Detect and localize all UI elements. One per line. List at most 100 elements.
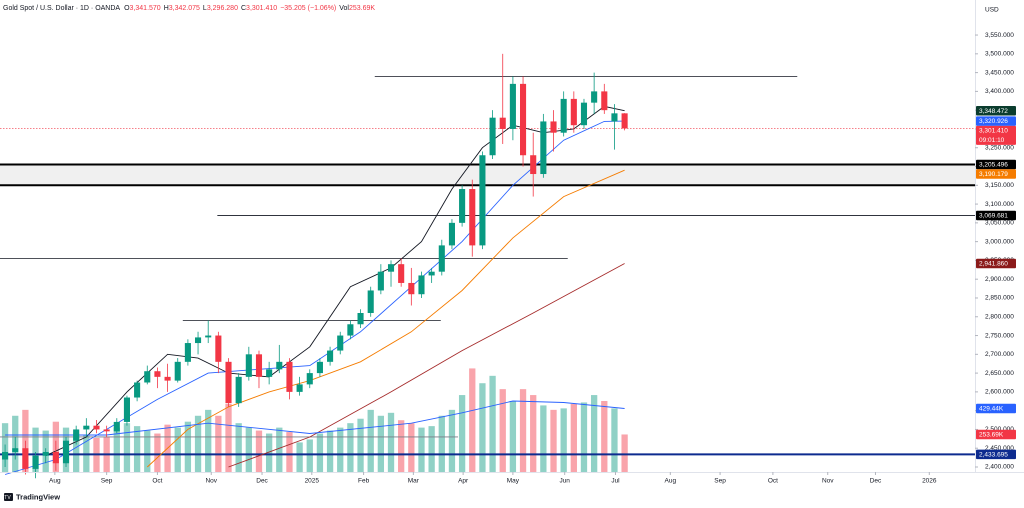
plot-area (0, 53, 975, 479)
ohlc-value: 3,342.075 (169, 5, 200, 12)
candle-body (560, 98, 567, 133)
volume-bar (590, 395, 598, 472)
candle-body (103, 429, 110, 432)
volume-bar (377, 415, 385, 472)
candle-body (83, 425, 90, 430)
x-tick-label: Nov (205, 478, 217, 485)
candle-body (245, 354, 252, 377)
candle-body (266, 369, 273, 377)
volume-bar (408, 423, 415, 472)
candle-body (154, 371, 161, 377)
volume-bar (621, 434, 628, 472)
volume-bar (215, 415, 222, 472)
candle-body (357, 313, 364, 325)
volume-bar (469, 368, 476, 472)
candle-body (164, 376, 171, 381)
volume-bar (530, 395, 537, 472)
candle-body (347, 324, 354, 336)
candle-body (286, 361, 293, 392)
y-tick-label: 2,850.000 (985, 295, 1014, 302)
y-tick-label: 3,000.000 (985, 238, 1014, 245)
price-tag-label: 253.69K (979, 431, 1004, 438)
y-tick-label: 2,600.000 (985, 389, 1014, 396)
candle-body (215, 335, 222, 362)
candle-body (591, 91, 598, 103)
candle-body (12, 448, 19, 452)
candle-body (550, 121, 557, 133)
price-tag-label: 3,205.496 (979, 161, 1008, 168)
ohlc-key: H (164, 5, 169, 12)
x-tick-label: Aug (49, 478, 61, 485)
price-tag (976, 116, 1016, 126)
candle-body (387, 264, 395, 272)
volume-bar (32, 427, 39, 472)
candle-body (418, 275, 425, 295)
volume-bar (306, 439, 313, 472)
x-tick-label: Dec (256, 478, 268, 485)
candle-body (337, 335, 344, 351)
candle-body (448, 222, 455, 246)
candle-body (621, 113, 628, 129)
candle-body (479, 155, 486, 246)
y-tick-label: 3,150.000 (985, 182, 1014, 189)
volume-bar (458, 395, 466, 472)
y-tick-label: 2,900.000 (985, 276, 1014, 283)
volume-bar (438, 415, 445, 472)
volume-bar (550, 409, 557, 472)
candle-body (296, 384, 303, 392)
x-tick-label: Dec (870, 478, 882, 485)
candle-body (469, 189, 476, 246)
volume-bar (144, 430, 151, 472)
candle-body (580, 102, 588, 126)
volume-bar (509, 400, 517, 472)
price-tag (976, 125, 1016, 145)
price-tag (976, 449, 1016, 460)
x-tick-label: Oct (768, 478, 778, 485)
ohlc-value: 3,341.570 (130, 5, 161, 12)
candle-body (601, 91, 608, 111)
volume-bar (184, 421, 192, 472)
volume-bar (560, 408, 567, 472)
volume-bar (225, 403, 232, 472)
y-tick-label: 2,800.000 (985, 313, 1014, 320)
y-tick-label: 3,400.000 (985, 88, 1014, 95)
moving-average (146, 169, 625, 468)
volume-bar (398, 420, 405, 472)
y-tick-label: 3,500.000 (985, 51, 1014, 58)
moving-average (228, 263, 625, 468)
volume-bar (235, 423, 242, 472)
candle-body (134, 382, 141, 398)
volume-bar (337, 427, 344, 472)
candle-body (408, 282, 415, 295)
x-tick-label: Sep (714, 478, 726, 485)
moving-average (45, 105, 625, 457)
candle-body (367, 290, 374, 314)
candle-body (113, 421, 120, 432)
candle-body (144, 371, 151, 383)
candle-body (489, 117, 496, 156)
candle-body (377, 271, 384, 291)
volume-bar (245, 427, 252, 472)
price-tag-label: 429.44K (979, 405, 1004, 412)
volume-bar (428, 426, 435, 472)
price-tag (976, 210, 1016, 221)
price-tag-label: 3,348.472 (979, 108, 1008, 115)
ohlc-key: L (203, 5, 207, 12)
volume-bar (611, 408, 618, 472)
x-tick-label: Jun (559, 478, 570, 485)
legend-header: Gold Spot / U.S. Dollar · 1D · OANDA O 3,3… (3, 5, 375, 12)
price-tag (976, 159, 1016, 170)
volume-bar (265, 433, 273, 472)
volume-bar (448, 409, 456, 472)
price-tag-label: 2,433.695 (979, 451, 1008, 458)
volume-bar (296, 442, 303, 472)
volume-bar (326, 430, 334, 472)
logo-mark (4, 493, 13, 501)
volume-bar (499, 389, 506, 472)
y-tick-label: 2,500.000 (985, 426, 1014, 433)
candle-body (540, 121, 547, 175)
y-tick-label: 3,250.000 (985, 144, 1014, 151)
volume-bar (194, 415, 202, 472)
candle-body (459, 189, 466, 223)
